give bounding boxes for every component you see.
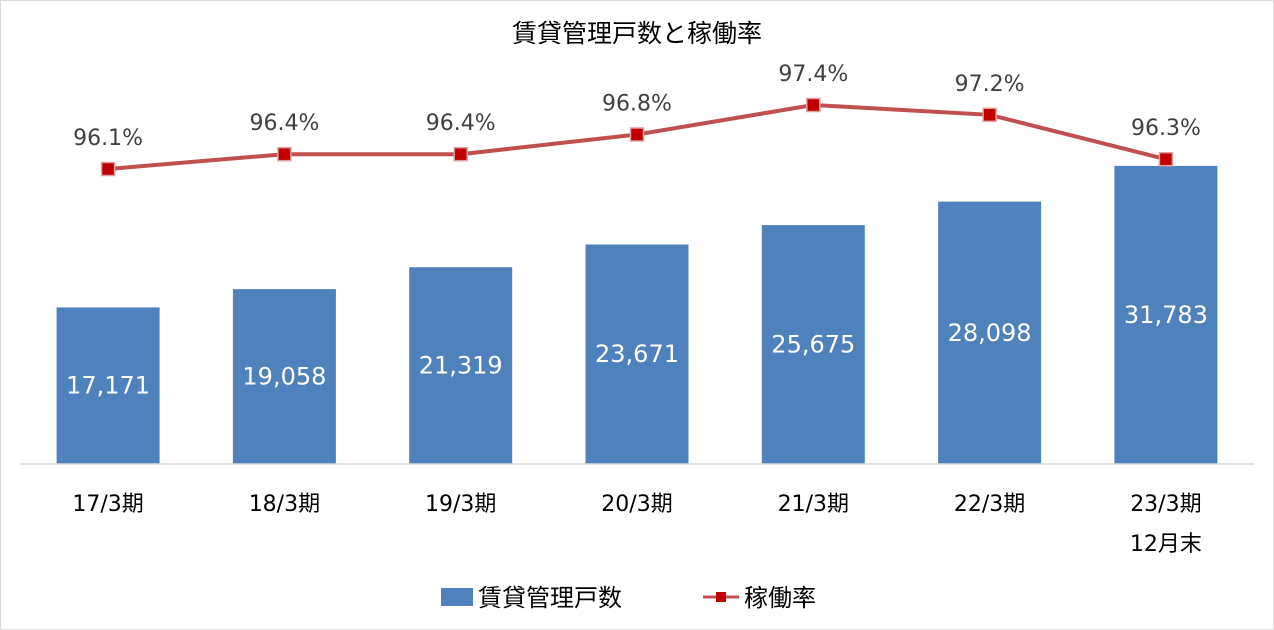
- bar-value-label: 21,319: [419, 352, 503, 380]
- rate-value-label: 96.3%: [1131, 116, 1201, 141]
- bar-value-label: 25,675: [771, 331, 855, 359]
- line-series: [100, 97, 1174, 177]
- bar-data-labels: 17,171 19,058 21,319 23,671 25,675 28,098 31,7…: [66, 301, 1208, 400]
- bar-value-label: 19,058: [242, 363, 326, 391]
- bar: [232, 289, 336, 464]
- bar: [585, 244, 689, 464]
- bar: [1114, 165, 1218, 464]
- legend-line-label: 稼働率: [744, 584, 816, 612]
- bar-value-label: 28,098: [948, 319, 1032, 347]
- rate-point: [100, 161, 116, 177]
- bar: [761, 225, 865, 464]
- rate-point: [806, 97, 821, 113]
- x-tick-label: 23/3期: [1130, 492, 1201, 517]
- rate-point: [629, 127, 645, 142]
- line-data-labels: 96.1% 96.4% 96.4% 96.8% 97.4% 97.2% 96.3%: [73, 62, 1201, 151]
- rate-value-label: 96.1%: [73, 126, 143, 151]
- bar-value-label: 23,671: [595, 340, 679, 368]
- x-tick-label: 19/3期: [425, 492, 496, 517]
- rate-value-label: 96.4%: [426, 111, 496, 136]
- legend-bar-swatch: [441, 588, 473, 606]
- rate-point: [453, 146, 468, 162]
- x-tick-label: 22/3期: [954, 492, 1025, 517]
- rate-point: [277, 146, 292, 162]
- x-tick-label: 21/3期: [778, 492, 849, 517]
- rate-point: [1158, 151, 1174, 167]
- legend: 賃貸管理戸数 稼働率: [441, 584, 816, 612]
- x-axis-tick-labels: 17/3期 18/3期 19/3期 20/3期 21/3期 22/3期 23/3期 12月末: [72, 492, 1202, 557]
- bar: [56, 307, 160, 464]
- x-tick-label: 17/3期: [72, 492, 143, 517]
- x-tick-label: 12月末: [1130, 532, 1202, 557]
- rate-value-label: 96.4%: [249, 111, 319, 136]
- x-tick-label: 18/3期: [249, 492, 320, 517]
- bar: [409, 267, 513, 464]
- x-tick-label: 20/3期: [601, 492, 672, 517]
- legend-bar-label: 賃貸管理戸数: [478, 584, 622, 612]
- rate-point: [982, 107, 997, 123]
- rate-value-label: 97.4%: [778, 62, 848, 87]
- bar-value-label: 31,783: [1124, 301, 1208, 329]
- bar: [938, 201, 1042, 464]
- chart-title: 賃貸管理戸数と稼働率: [512, 19, 762, 48]
- rate-value-label: 97.2%: [955, 72, 1025, 97]
- bar-value-label: 17,171: [66, 372, 150, 400]
- bar-series: [56, 165, 1218, 464]
- rate-value-label: 96.8%: [602, 92, 672, 117]
- legend-line-marker: [716, 592, 726, 602]
